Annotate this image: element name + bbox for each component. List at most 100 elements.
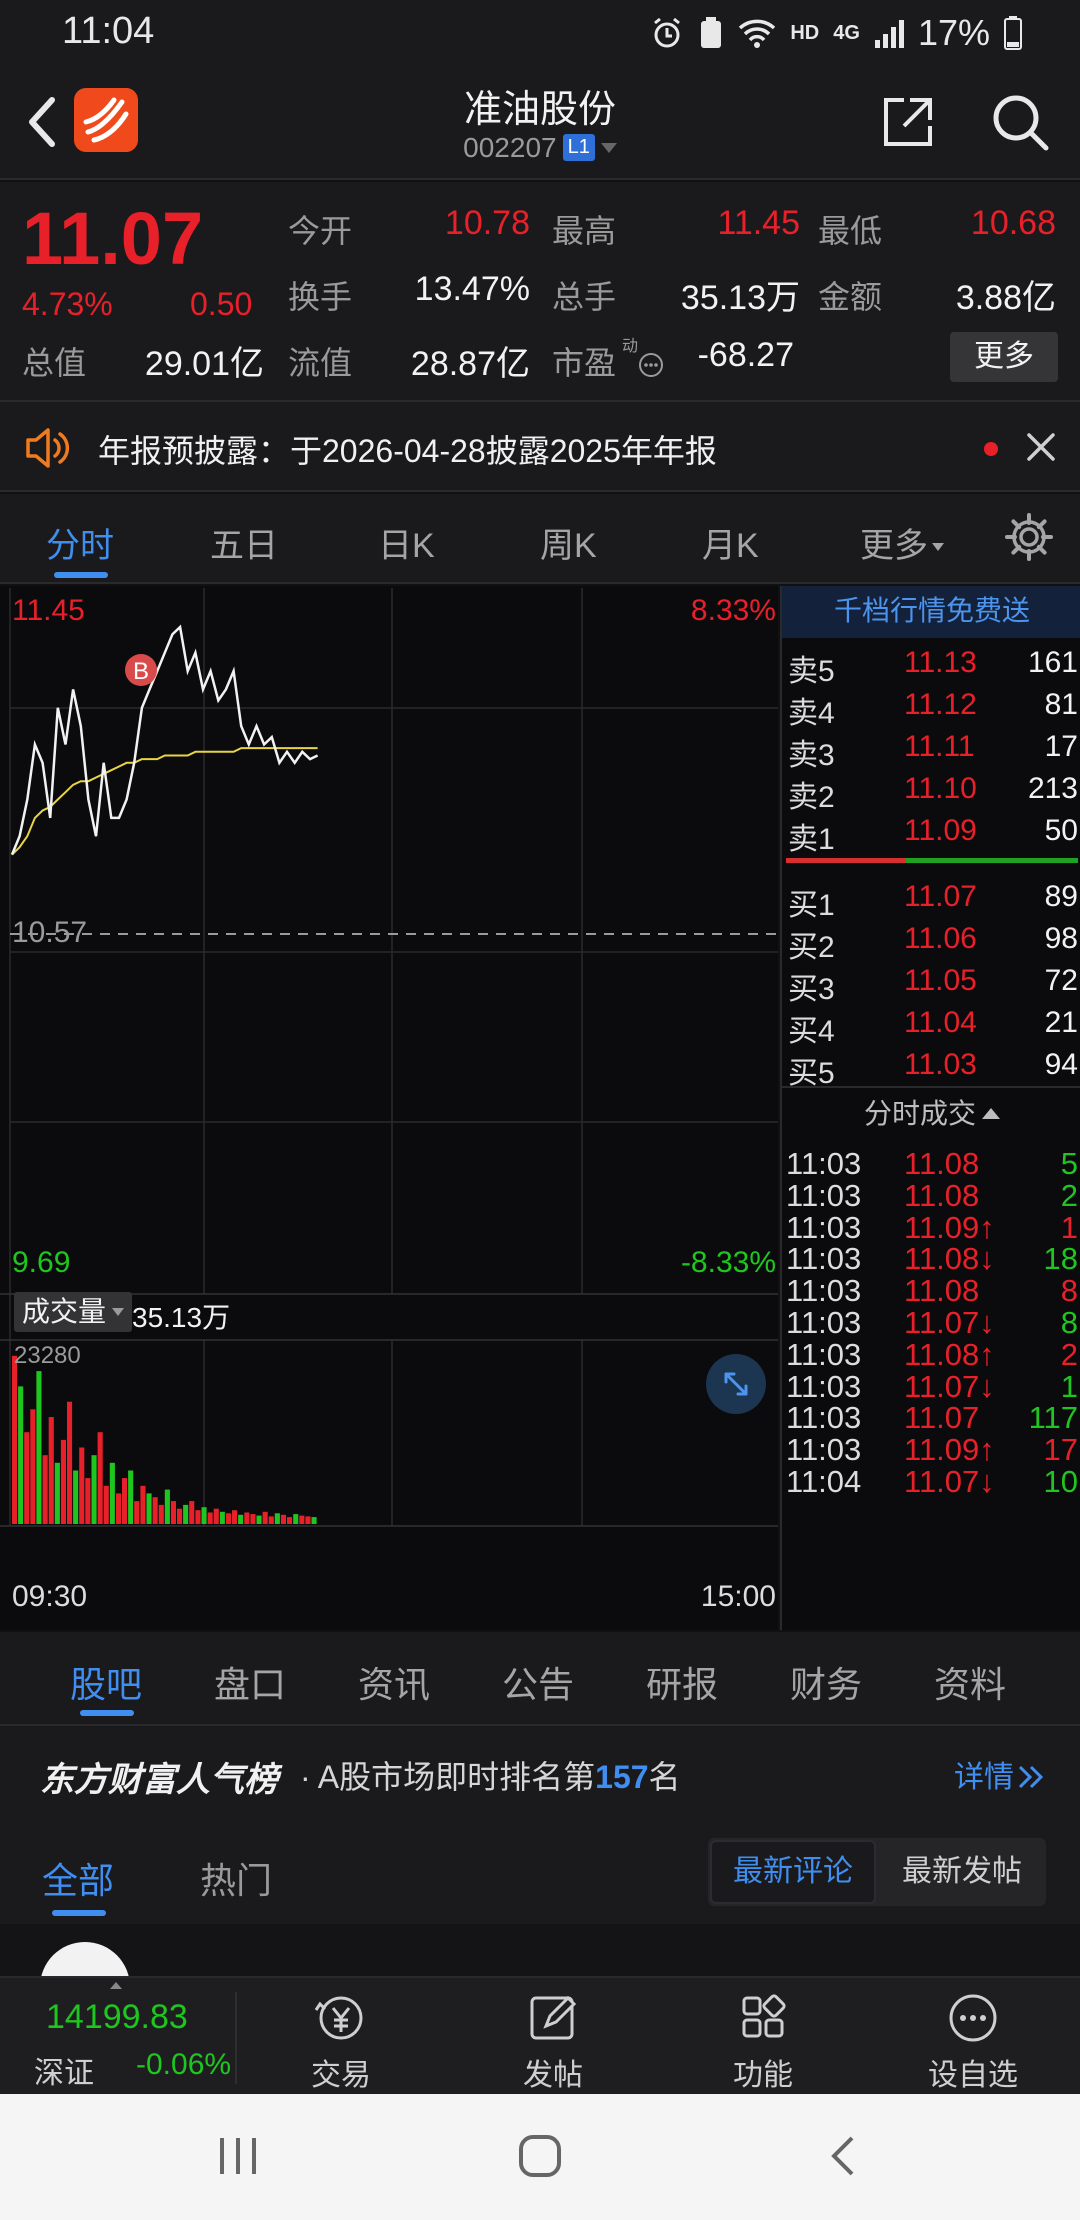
volume-bar [73,1470,79,1524]
gear-icon[interactable] [1004,512,1054,562]
price-line [10,624,319,856]
expand-icon [724,1372,748,1396]
index-change: -0.06% [136,2048,232,2081]
tick-volume: 17 [1043,1432,1078,1468]
filter-all[interactable]: 全部 [42,1860,115,1901]
bid-price: 11.03 [904,1048,977,1081]
bid-label: 买1 [788,889,835,922]
index-value[interactable]: 14199.83 [46,1998,188,2036]
tick-volume: 117 [1028,1400,1078,1436]
share-icon[interactable] [880,94,936,150]
recent-apps-icon[interactable] [216,2134,260,2178]
more-button[interactable]: 更多 [950,332,1058,382]
stock-name: 准油股份 [463,89,616,131]
volume-bar [60,1439,66,1524]
tick-volume: 8 [1060,1305,1078,1340]
active-filter-indicator [52,1910,106,1916]
tab-finance[interactable]: 财务 [790,1664,863,1705]
ask-row: 卖5 11.13 161 [782,646,1080,688]
intraday-chart[interactable]: B 11.45 8.33% 10.57 9.69 -8.33% 成交量 35.1… [0,586,778,1630]
tab-research[interactable]: 研报 [646,1664,719,1705]
volume-bar [262,1511,268,1524]
bid-ask-ratio-bar [786,858,1078,863]
details-link[interactable]: 详情 [954,1752,1046,1796]
bid-row: 买3 11.05 72 [782,964,1080,1006]
alarm-icon [654,17,681,48]
add-watchlist-button[interactable]: 设自选 [898,1986,1048,2096]
tab-intraday[interactable]: 分时 [46,527,114,565]
field-value: 29.01亿 [144,345,264,383]
home-icon[interactable] [516,2132,564,2180]
stock-code-row[interactable]: 002207 L1 [0,132,1080,164]
compose-button[interactable]: 发帖 [478,1986,628,2096]
tab-profile[interactable]: 资料 [934,1664,1007,1705]
logo-mark-icon [83,97,129,143]
tick-price: 11.08↓ [904,1241,995,1277]
ask-price: 11.13 [904,646,977,679]
tick-volume: 18 [1043,1241,1078,1277]
chart-canvas: B [0,588,778,1527]
tick-time: 11:03 [786,1209,862,1245]
trade-icon [314,1996,363,2040]
tab-daily-k[interactable]: 日K [378,527,435,565]
caret-up-icon [110,1982,122,1989]
sort-latest-post[interactable]: 最新发帖 [902,1855,1022,1888]
tick-volume: 2 [1060,1177,1078,1213]
trade-button[interactable]: 交易 [266,1986,416,2096]
close-icon[interactable] [1024,430,1058,464]
volume-bar [305,1516,311,1524]
sort-latest-comment[interactable]: 最新评论 [710,1840,876,1904]
app-logo[interactable] [74,88,138,152]
field-value: 13.47% [414,270,530,308]
fullscreen-button[interactable] [706,1354,766,1414]
tab-pankou[interactable]: 盘口 [214,1664,287,1705]
level2-promo-banner[interactable]: 千档行情免费送 [782,586,1080,638]
volume-bar [225,1513,231,1524]
bottom-toolbar: 14199.83 深证 -0.06% 交易 发帖 功能 设自选 [0,1976,1080,2094]
filter-hot[interactable]: 热门 [200,1860,273,1901]
tab-more[interactable]: 更多 [860,518,944,567]
functions-button[interactable]: 功能 [688,1986,838,2096]
ask-label: 卖5 [788,655,835,688]
notice-bar[interactable]: 年报预披露：于2026-04-28披露2025年年报 [0,400,1080,492]
field-label: 总手 [552,279,617,315]
hd-indicator: HD [790,21,820,44]
tab-guba[interactable]: 股吧 [70,1664,143,1705]
bid-label: 买2 [788,931,835,964]
post-list-peek [0,1924,1080,2032]
volume-bar [146,1493,152,1524]
tab-monthly-k[interactable]: 月K [702,527,759,565]
ask-volume: 213 [1027,772,1078,805]
tab-announcements[interactable]: 公告 [502,1664,575,1705]
details-label: 详情 [954,1761,1014,1794]
buy-marker: B [125,654,157,686]
volume-bar [189,1501,195,1524]
change-amount: 0.50 [190,286,253,322]
tab-five-day[interactable]: 五日 [210,527,278,565]
stock-header: 准油股份 002207 L1 [0,64,1080,180]
volume-bar [219,1511,225,1524]
back-arrow-icon[interactable] [20,92,64,152]
tick-time: 11:03 [786,1273,862,1309]
bid-row: 买4 11.04 21 [782,1006,1080,1048]
tab-weekly-k[interactable]: 周K [540,527,597,565]
volume-bar [67,1401,73,1524]
status-bar: 11:04 HD 4G 17% [0,0,1080,64]
ticks-header[interactable]: 分时成交 [782,1092,1080,1132]
popularity-banner[interactable]: 东方财富人气榜 · A股市场即时排名第157名 详情 [0,1724,1080,1824]
tick-time: 11:03 [786,1177,862,1213]
volume-indicator-select[interactable]: 成交量 [14,1292,133,1332]
bid-price: 11.07 [904,880,977,913]
info-icon[interactable] [638,352,664,378]
search-icon[interactable] [990,92,1050,152]
tick-row: 11:03 11.09↑ 1 [782,1210,1080,1254]
volume-bar [18,1386,24,1524]
rank-suffix: 名 [648,1759,681,1795]
stock-code: 002207 [463,132,557,163]
buy-marker-label: B [133,658,149,685]
volume-bar [238,1514,244,1524]
tab-news[interactable]: 资讯 [358,1664,431,1705]
bid-row: 买2 11.06 98 [782,922,1080,964]
ask-row: 卖3 11.11 17 [782,730,1080,772]
back-icon[interactable] [826,2134,860,2178]
